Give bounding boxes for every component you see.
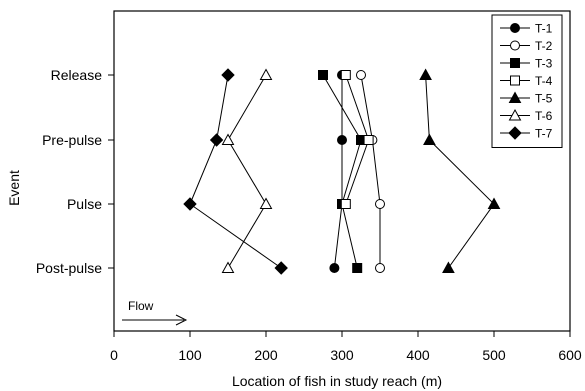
point-t-5-release xyxy=(419,68,432,80)
legend-label-t-6: T-6 xyxy=(535,109,553,123)
y-tick-label-pre-pulse: Pre-pulse xyxy=(42,132,102,148)
legend-marker-t-6 xyxy=(508,108,522,121)
series-line-t-5 xyxy=(425,74,495,269)
legend-label-t-3: T-3 xyxy=(535,57,553,71)
legend-box xyxy=(491,14,563,148)
point-t-2-pulse xyxy=(375,199,385,209)
series-layer xyxy=(183,68,501,275)
y-tick-label-pulse: Pulse xyxy=(67,196,102,212)
legend-marker-t-5 xyxy=(508,91,522,103)
legend-label-t-5: T-5 xyxy=(535,92,553,106)
y-axis-label: Event xyxy=(6,170,22,206)
legend-marker-t-2 xyxy=(510,40,520,51)
series-t-4 xyxy=(340,70,374,209)
flow-arrow-head xyxy=(175,314,188,326)
series-line-t-3 xyxy=(322,74,362,269)
x-tick-label-200: 200 xyxy=(254,347,278,363)
point-t-6-pulse xyxy=(259,197,273,209)
point-t-3-release xyxy=(318,70,328,80)
point-t-7-post-pulse xyxy=(274,261,288,275)
point-t-7-release xyxy=(221,68,235,82)
x-axis-label: Location of fish in study reach (m) xyxy=(232,373,442,389)
point-t-5-post-pulse xyxy=(442,261,455,273)
point-t-6-pre-pulse xyxy=(221,133,235,145)
legend-marker-t-3 xyxy=(510,58,520,68)
legend-marker-t-7 xyxy=(508,126,522,140)
series-t-7 xyxy=(183,68,288,275)
point-t-2-post-pulse xyxy=(375,263,385,273)
point-t-1-post-pulse xyxy=(329,263,340,273)
series-t-5 xyxy=(419,68,501,273)
point-t-5-pre-pulse xyxy=(423,133,436,145)
point-t-4-pre-pulse xyxy=(363,135,374,145)
series-line-t-6 xyxy=(227,74,267,269)
x-tick-label-400: 400 xyxy=(406,347,430,363)
y-tick-label-post-pulse: Post-pulse xyxy=(36,260,102,276)
x-tick-label-500: 500 xyxy=(482,347,506,363)
point-t-6-post-pulse xyxy=(221,261,235,273)
point-t-4-release xyxy=(340,70,351,80)
flow-annotation: Flow xyxy=(122,299,188,326)
legend-label-t-4: T-4 xyxy=(535,74,553,88)
legend-label-t-1: T-1 xyxy=(535,22,553,36)
legend-label-t-7: T-7 xyxy=(535,127,553,141)
series-line-t-7 xyxy=(189,74,282,269)
legend-marker-t-1 xyxy=(510,23,520,33)
series-line-t-2 xyxy=(360,74,381,268)
flow-label: Flow xyxy=(128,299,154,313)
point-t-6-release xyxy=(259,68,273,80)
point-t-7-pre-pulse xyxy=(209,133,224,147)
point-t-5-pulse xyxy=(487,197,501,209)
x-tick-label-600: 600 xyxy=(558,347,582,363)
legend: T-1 T-2 T-3 T-4 T-5 T-6 T-7 xyxy=(491,14,563,148)
axes-layer: 0 100 200 300 400 500 600 Release Pre-pulse Pulse… xyxy=(36,67,582,363)
x-tick-label-300: 300 xyxy=(330,347,354,363)
point-t-1-pre-pulse xyxy=(337,135,347,145)
legend-label-t-2: T-2 xyxy=(535,39,553,53)
x-tick-label-0: 0 xyxy=(110,347,118,363)
legend-marker-t-4 xyxy=(510,75,520,86)
y-tick-label-release: Release xyxy=(51,67,103,83)
point-t-4-pulse xyxy=(340,199,351,209)
point-t-3-post-pulse xyxy=(352,263,363,273)
x-tick-label-100: 100 xyxy=(178,347,202,363)
series-t-6 xyxy=(221,68,273,273)
point-t-7-pulse xyxy=(183,197,197,211)
point-t-2-release xyxy=(356,70,366,80)
